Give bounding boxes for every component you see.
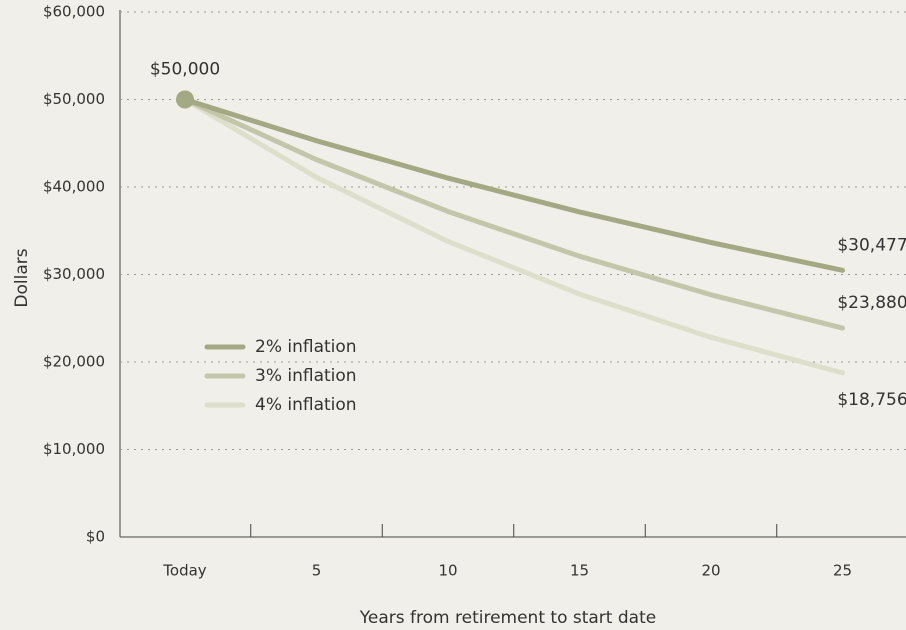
- legend-label: 4% inflation: [255, 395, 357, 415]
- y-tick-label: $30,000: [43, 265, 105, 283]
- x-tick-label: 5: [312, 562, 322, 580]
- y-tick-label: $10,000: [43, 440, 105, 458]
- y-tick-label: $40,000: [43, 178, 105, 196]
- legend-label: 2% inflation: [255, 337, 357, 357]
- x-tick-label: 20: [701, 562, 720, 580]
- data-label: $50,000: [150, 60, 220, 80]
- y-tick-label: $60,000: [43, 3, 105, 21]
- series-line: [182, 97, 845, 273]
- x-tick-label: 15: [570, 562, 589, 580]
- x-axis-label: Years from retirement to start date: [359, 608, 656, 628]
- y-tick-label: $20,000: [43, 353, 105, 371]
- legend-label: 3% inflation: [255, 366, 357, 386]
- y-axis-label: Dollars: [12, 248, 32, 307]
- series-line: [182, 97, 845, 331]
- data-label: $30,477: [837, 235, 906, 255]
- y-tick-label: $0: [86, 528, 105, 546]
- data-label: $18,756: [837, 390, 906, 410]
- series-line: [182, 97, 845, 376]
- y-tick-label: $50,000: [43, 90, 105, 108]
- data-label: $23,880: [837, 293, 906, 313]
- start-point: [176, 90, 194, 109]
- x-tick-label: Today: [162, 562, 207, 580]
- x-tick-label: 25: [833, 562, 852, 580]
- x-tick-label: 10: [438, 562, 457, 580]
